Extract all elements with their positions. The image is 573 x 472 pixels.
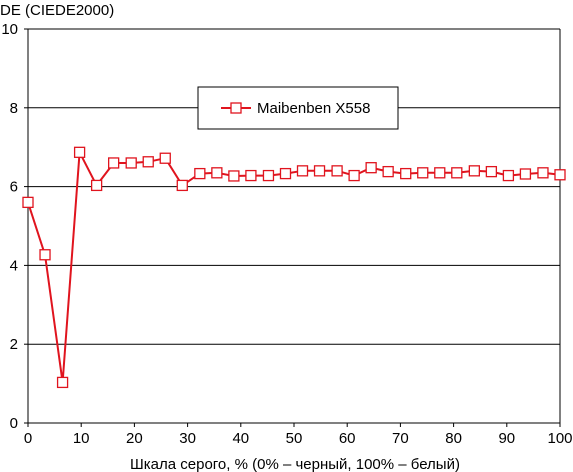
data-point-20 [365,162,377,174]
data-point-2 [56,376,69,389]
x-tick-label-8: 80 [445,430,462,447]
y-tick-label-4: 8 [10,100,18,117]
data-point-0 [22,196,34,209]
data-point-7 [142,156,154,168]
data-point-24 [434,167,446,179]
legend-marker-swatch [230,102,242,114]
x-tick-label-0: 0 [24,430,32,447]
y-tick-label-2: 4 [10,257,18,274]
series-group [22,146,566,389]
data-point-21 [382,165,394,178]
x-tick-labels: 0 10 20 30 40 50 60 70 80 90 100 [24,423,573,447]
data-point-30 [537,167,549,179]
data-point-19 [348,169,360,182]
data-point-4 [90,179,103,192]
legend-label: Maibenben X558 [257,100,370,117]
data-point-23 [417,167,429,179]
legend: Maibenben X558 [197,86,399,130]
x-tick-label-7: 70 [392,430,409,447]
data-point-27 [485,165,498,178]
y-tick-label-5: 10 [1,21,18,38]
data-point-31 [554,169,566,181]
data-point-16 [296,165,309,177]
x-tick-label-6: 60 [339,430,356,447]
data-point-3 [73,146,86,158]
x-tick-label-9: 90 [498,430,515,447]
x-tick-label-4: 40 [232,430,249,447]
y-tick-label-0: 0 [10,415,18,432]
data-point-15 [279,167,292,180]
x-tick-label-3: 30 [179,430,196,447]
y-tick-label-1: 2 [10,336,18,353]
x-tick-label-2: 20 [126,430,143,447]
x-tick-label-10: 100 [547,430,572,447]
data-point-25 [451,167,463,179]
x-tick-label-1: 10 [73,430,90,447]
y-tick-label-3: 6 [10,179,18,196]
x-tick-label-5: 50 [286,430,303,447]
data-point-8 [159,152,171,164]
data-point-26 [468,165,480,177]
data-point-11 [211,167,223,179]
data-point-9 [176,179,188,192]
data-point-17 [313,165,326,177]
y-tick-labels: 0 2 4 6 8 10 [1,21,28,432]
y-axis-label: DE (CIEDE2000) [0,2,114,19]
data-point-1 [39,249,51,261]
data-point-14 [262,169,275,182]
data-point-22 [400,167,412,180]
data-point-5 [108,157,120,169]
data-point-10 [194,167,206,180]
data-point-13 [245,169,257,182]
x-axis-label: Шкала серого, % (0% – черный, 100% – бел… [130,456,460,472]
data-point-12 [228,170,240,182]
data-point-6 [125,157,137,169]
data-point-18 [331,165,343,177]
data-point-29 [519,168,532,180]
data-point-28 [502,169,515,182]
